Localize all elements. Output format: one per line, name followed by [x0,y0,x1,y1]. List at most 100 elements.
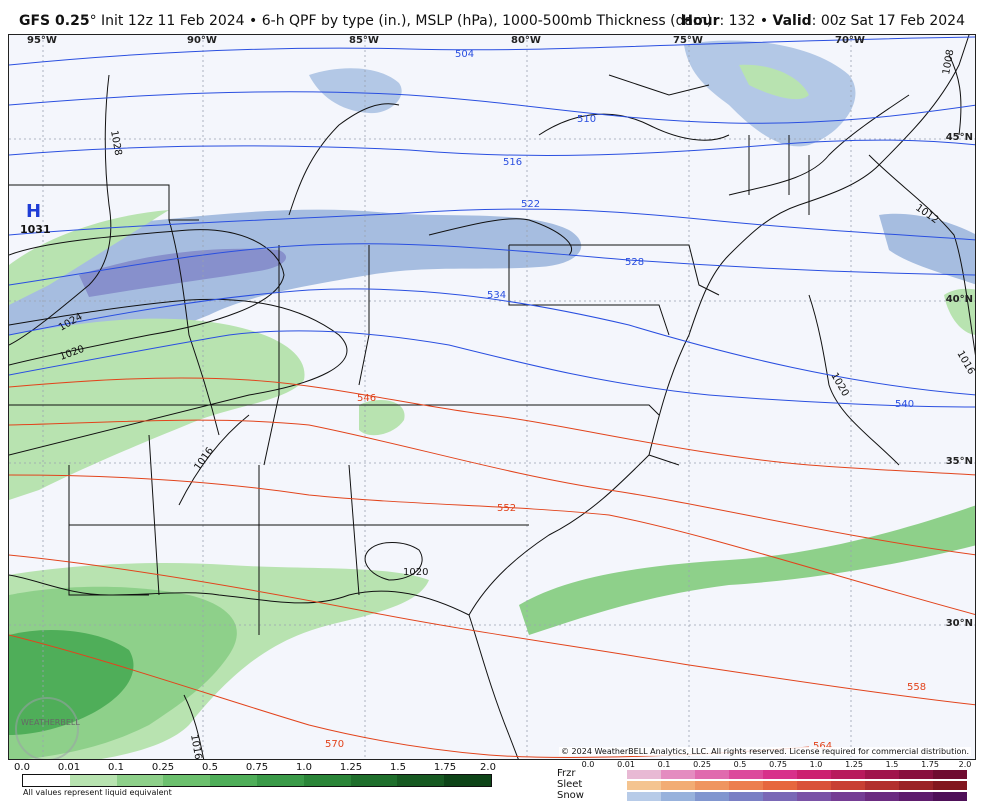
high-pressure-symbol: H [26,201,42,222]
latitude-label: 40°N [945,294,973,305]
legend-tick: 0.75 [245,762,269,773]
frzr-color-swatch [763,770,797,779]
sleet-color-bar [627,781,967,790]
snow-area-great-lakes [9,209,582,380]
snow-area-michigan [309,68,402,114]
sleet-color-swatch [763,781,797,790]
weatherbell-logo-text: WEATHERBELL [21,718,80,727]
isobar-label: 1008 [941,49,956,76]
rain-area-appalachia [359,400,405,436]
snow-label: Snow [557,790,584,801]
model-name: GFS 0.25 [19,13,90,29]
graticule [9,35,975,759]
rain-area-offshore [519,505,975,635]
snow-color-swatch [865,792,899,801]
rain-area-new-england [739,64,809,100]
legend-tick: 1.5 [390,762,406,773]
title-bar: GFS 0.25° Init 12z 11 Feb 2024 • 6-h QPF… [0,0,984,34]
snow-color-swatch [933,792,967,801]
latitude-label: 35°N [945,456,973,467]
longitude-label: 80°W [511,35,541,46]
thickness-label-blue: 528 [625,257,644,268]
rain-color-swatch [210,775,257,786]
type-legend-tick: 0.01 [617,760,635,769]
sleet-color-swatch [729,781,763,790]
geography [9,35,970,759]
legend-tick: 1.0 [296,762,312,773]
snow-color-swatch [831,792,865,801]
rain-color-swatch [397,775,445,786]
rain-color-swatch [303,775,351,786]
snow-color-swatch [695,792,729,801]
snow-area-heavy [79,248,287,297]
frzr-color-bar [627,770,967,779]
frzr-label: Frzr [557,768,576,779]
degree-symbol: ° [89,13,97,29]
chart-title: GFS 0.25° Init 12z 11 Feb 2024 • 6-h QPF… [19,13,712,29]
legend-tick: 2.0 [480,762,496,773]
isobar-label: 1020 [403,567,428,578]
rain-color-swatch [69,775,117,786]
snow-color-bar [627,792,967,801]
thickness-label-red: 564 [813,741,832,752]
precip-type-legend: 0.0 0.01 0.1 0.25 0.5 0.75 1.0 1.25 1.5 … [555,760,975,808]
valid-value: : 00z Sat 17 Feb 2024 [811,13,965,29]
type-legend-tick: 0.0 [581,760,595,769]
thickness-label-blue: 504 [455,49,474,60]
legend-tick: 0.1 [108,762,124,773]
rain-color-swatch [23,775,70,786]
high-pressure-value: 1031 [20,223,51,236]
sleet-color-swatch [831,781,865,790]
isobar-label: 1016 [954,349,976,377]
legend-tick: 1.25 [339,762,363,773]
frzr-color-swatch [865,770,899,779]
init-description: Init 12z 11 Feb 2024 • 6-h QPF by type (… [96,13,713,29]
thickness-label-blue: 534 [487,290,506,301]
latitude-label: 30°N [945,618,973,629]
snow-color-swatch [797,792,831,801]
thickness-label-red: 546 [357,393,376,404]
longitude-label: 85°W [349,35,379,46]
legend-tick: 0.0 [14,762,30,773]
weather-map: 1008 1012 1016 1016 1020 1020 1020 1024 … [8,34,976,760]
legend-tick: 1.75 [433,762,457,773]
rain-color-swatch [350,775,398,786]
frzr-color-swatch [933,770,967,779]
isobar-label: 1016 [188,734,203,760]
thickness-label-red: 558 [907,682,926,693]
sleet-color-swatch [797,781,831,790]
snow-color-swatch [661,792,695,801]
thickness-blue [9,36,975,408]
isobar-label: 1020 [828,371,850,399]
longitude-label: 95°W [27,35,57,46]
sleet-color-swatch [933,781,967,790]
weatherbell-logo-icon [15,697,79,759]
hour-value: : 132 • [719,13,773,29]
legend-note: All values represent liquid equivalent [23,788,172,797]
longitude-label: 90°W [187,35,217,46]
rain-color-swatch [444,775,491,786]
frzr-color-swatch [797,770,831,779]
snow-color-swatch [627,792,661,801]
thickness-label-red: 552 [497,503,516,514]
sleet-color-swatch [661,781,695,790]
type-legend-tick: 0.1 [657,760,671,769]
sleet-color-swatch [627,781,661,790]
sleet-color-swatch [899,781,933,790]
rain-color-swatch [116,775,164,786]
rain-legend-ticks: 0.0 0.01 0.1 0.25 0.5 0.75 1.0 1.25 1.5 … [14,762,496,774]
copyright-notice: © 2024 WeatherBELL Analytics, LLC. All r… [559,747,971,756]
frzr-color-swatch [661,770,695,779]
type-legend-tick: 1.5 [885,760,899,769]
rain-area-north [9,210,169,305]
isobars [9,54,975,759]
thickness-label-red: 570 [325,739,344,750]
isobar-label: 1028 [108,130,123,157]
thickness-label-blue: 522 [521,199,540,210]
legend-tick: 0.5 [202,762,218,773]
thickness-label-blue: 540 [895,399,914,410]
legend-tick: 0.01 [57,762,81,773]
longitude-label: 70°W [835,35,865,46]
valid-label: Valid [772,13,812,29]
type-legend-tick: 2.0 [958,760,972,769]
